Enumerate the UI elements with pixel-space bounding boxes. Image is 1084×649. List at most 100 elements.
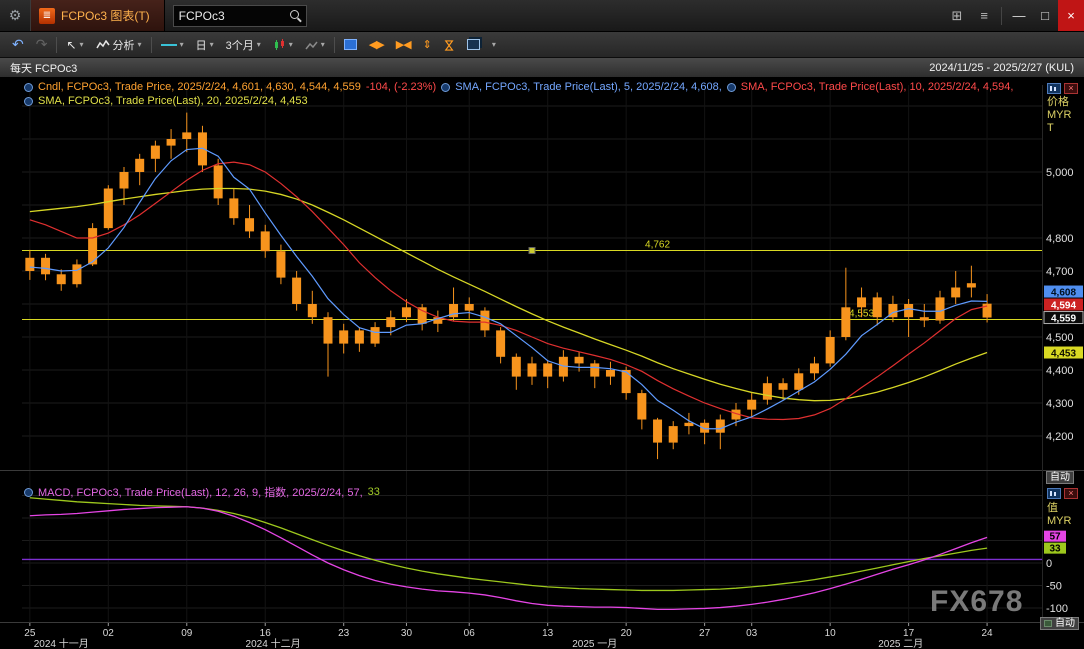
candle-change-legend: -104, (-2.23%) (365, 81, 437, 93)
price-badge (1044, 346, 1083, 359)
price-badge-label: 4,559 (1051, 314, 1076, 325)
candle-body (935, 297, 945, 321)
candle-body (747, 399, 757, 410)
price-autoscale-button[interactable]: 自动 (1046, 471, 1074, 484)
x-tick-label: 13 (542, 628, 554, 639)
candle-body (56, 274, 66, 285)
chart-tab[interactable]: ≣ FCPOc3 图表(T) (31, 0, 165, 31)
tools-menu-button[interactable]: ⚙ (0, 0, 31, 31)
study-toggle-icon[interactable] (24, 487, 33, 497)
price-axis-label: 4,300 (1046, 398, 1074, 410)
candle-body (496, 330, 506, 357)
candle-body (150, 145, 160, 159)
x-tick-label: 06 (464, 628, 476, 639)
expand-horizontal-button[interactable]: ◀▶ (363, 35, 390, 55)
expand-vertical-button[interactable]: ⇕ (417, 35, 437, 55)
panel-close-button[interactable]: × (1064, 488, 1078, 499)
candle-body (574, 356, 584, 364)
candle-body (417, 307, 427, 324)
copy-chart-button[interactable] (461, 35, 486, 55)
price-axis-title: 价格 MYR T (1047, 96, 1071, 135)
security-search[interactable] (172, 4, 307, 27)
close-button[interactable]: × (1058, 0, 1084, 31)
candle-body (370, 327, 380, 344)
autoscale-icon (1044, 620, 1052, 627)
line-style-button[interactable]: ▾ (155, 35, 190, 55)
chevron-down-icon: ▾ (320, 40, 325, 49)
line-swatch-icon (160, 43, 177, 46)
chevron-down-icon: ▾ (491, 40, 496, 49)
compress-horizontal-button[interactable]: ▶◀ (390, 35, 417, 55)
study-toggle-icon[interactable] (24, 82, 33, 92)
security-search-input[interactable] (173, 5, 289, 26)
x-month-label: 2025 一月 (572, 638, 617, 649)
macd-legend: MACD, FCPOc3, Trade Price(Last), 12, 26,… (38, 487, 363, 499)
candle-body (401, 307, 411, 318)
x-tick-label: 30 (401, 628, 413, 639)
maximize-button[interactable]: □ (1041, 8, 1049, 23)
candle-body (558, 356, 568, 377)
candle-body (119, 172, 129, 189)
candle-body (135, 158, 145, 172)
macd-badge-label: 33 (1049, 544, 1061, 555)
x-tick-label: 23 (338, 628, 350, 639)
macd-autoscale-button[interactable]: 自动 (1040, 617, 1079, 630)
more-tools-button[interactable]: ▾ (486, 35, 502, 55)
x-tick-label: 20 (621, 628, 633, 639)
panel-popout-button[interactable] (1047, 83, 1061, 94)
undo-button[interactable]: ↶ (6, 35, 30, 55)
candle-body (872, 297, 882, 318)
candle-body (904, 304, 914, 318)
range-label: 3个月 (225, 39, 254, 52)
study-toggle-icon[interactable] (441, 82, 451, 92)
redo-button[interactable]: ↷ (30, 35, 54, 55)
sma5-legend: SMA, FCPOc3, Trade Price(Last), 5, 2025/… (455, 81, 722, 93)
search-icon[interactable] (289, 9, 303, 23)
menu-icon[interactable]: ≡ (980, 8, 988, 23)
study-toggle-icon[interactable] (726, 82, 736, 92)
study-toggle-icon[interactable] (24, 96, 33, 106)
price-badge (1044, 298, 1083, 311)
analysis-menu-button[interactable]: 分析 ▾ (90, 35, 148, 55)
candle-body (700, 422, 710, 433)
sma20-line (29, 187, 988, 402)
price-axis-label: 4,200 (1046, 431, 1074, 443)
chart-style-button[interactable]: ▾ (299, 35, 331, 55)
period-select[interactable]: 日 ▾ (190, 35, 220, 55)
chart-area: 4,762 4,553 5,000 4,800 4,700 4,500 4,400 4,300… (0, 78, 1084, 649)
candle-body (307, 304, 317, 318)
chart-canvas[interactable]: 4,7624,5535,0004,8004,7004,5004,4004,300… (0, 78, 1084, 649)
chevron-down-icon: ▾ (288, 40, 293, 49)
watermark: FX678 (930, 585, 1024, 618)
candle-body (339, 330, 349, 344)
candle-body (857, 297, 867, 308)
reset-zoom-button[interactable]: ⋈ (437, 35, 461, 55)
macd-signal-value: 33 (367, 486, 380, 498)
range-select[interactable]: 3个月 ▾ (220, 35, 267, 55)
panel-popout-button[interactable] (1047, 488, 1061, 499)
price-badge-label: 4,594 (1051, 301, 1076, 312)
price-axis-label: 5,000 (1046, 167, 1074, 179)
dock-icon[interactable]: ⊞ (951, 7, 963, 23)
candle-body (229, 198, 239, 219)
vertical-arrows-icon: ⇕ (422, 39, 432, 51)
x-month-label: 2024 十一月 (34, 637, 89, 649)
line-handle[interactable] (528, 247, 536, 255)
price-axis-title-line: T (1047, 122, 1054, 134)
candle-body (480, 310, 490, 331)
candle-body (841, 307, 851, 337)
redo-icon: ↷ (35, 36, 48, 52)
x-tick-label: 17 (903, 628, 915, 639)
chart-type-button[interactable]: ▾ (267, 35, 299, 55)
price-axis-title-line: 价格 (1047, 96, 1069, 108)
price-axis-title-line: MYR (1047, 109, 1072, 121)
screenshot-button[interactable] (338, 35, 363, 55)
candle-body (809, 363, 819, 374)
macd-badge-label: 57 (1049, 532, 1061, 543)
undo-icon: ↶ (12, 36, 24, 52)
cursor-tool-button[interactable]: ↖ ▾ (60, 35, 89, 55)
panel-close-button[interactable]: × (1064, 83, 1078, 94)
screenshot-icon (343, 39, 357, 50)
minimize-button[interactable]: — (1012, 8, 1026, 23)
